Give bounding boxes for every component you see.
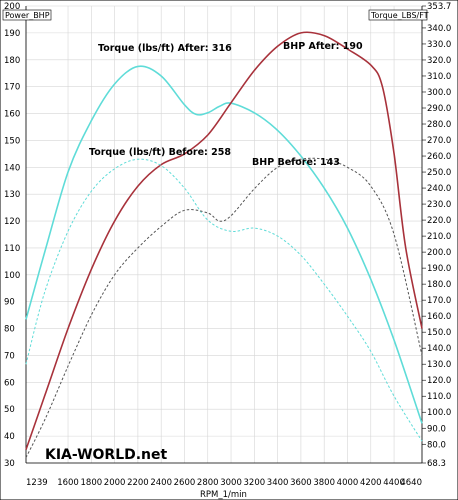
x-tick-label: 1600: [57, 478, 79, 488]
left-tick-label: 170: [4, 83, 20, 93]
series-bhp-before: [25, 157, 423, 458]
right-tick-label: 290.0: [427, 104, 451, 114]
x-tick-label: 4400: [383, 478, 405, 488]
right-tick-label: 220.0: [427, 216, 451, 226]
x-tick-label: 1800: [81, 478, 103, 488]
left-tick-label: 30: [4, 459, 15, 469]
x-tick-label: 3200: [244, 478, 266, 488]
right-tick-label: 130.0: [427, 360, 451, 370]
left-tick-label: 140: [4, 163, 20, 173]
annotation-torque-before: Torque (lbs/ft) Before: 258: [89, 147, 231, 158]
right-tick-label: 170.0: [427, 296, 451, 306]
left-tick-label: 90: [4, 298, 15, 308]
x-tick-label: 2200: [127, 478, 149, 488]
right-tick-label: 280.0: [427, 120, 451, 130]
left-tick-label: 100: [4, 271, 20, 281]
x-tick-label: 2600: [174, 478, 196, 488]
right-tick-label: 310.0: [427, 72, 451, 82]
right-tick-label: 353.7: [427, 2, 451, 12]
right-tick-label: 190.0: [427, 264, 451, 274]
x-tick-label: 3000: [220, 478, 242, 488]
x-tick-label: 3400: [267, 478, 289, 488]
left-tick-label: 80: [4, 325, 15, 335]
watermark: KIA-WORLD.net: [45, 447, 168, 463]
right-tick-label: 250.0: [427, 168, 451, 178]
left-axis-label-box: [2, 9, 52, 21]
x-tick-label: 3600: [290, 478, 312, 488]
x-tick-label: 2000: [104, 478, 126, 488]
left-tick-label: 120: [4, 217, 20, 227]
right-tick-label: 100.0: [427, 408, 451, 418]
left-tick-label: 40: [4, 432, 15, 442]
series-bhp-after: [25, 31, 423, 450]
right-tick-label: 320.0: [427, 56, 451, 66]
left-tick-label: 150: [4, 136, 20, 146]
x-tick-label: 4200: [360, 478, 382, 488]
left-tick-label: 200: [4, 2, 20, 12]
right-tick-label: 120.0: [427, 376, 451, 386]
x-tick-label: 4640: [400, 478, 422, 488]
left-axis-label: Power_BHP: [5, 11, 50, 20]
right-tick-label: 240.0: [427, 184, 451, 194]
annotation-bhp-after: BHP After: 190: [283, 41, 363, 52]
grid: [25, 5, 423, 464]
right-tick-label: 90.0: [427, 424, 446, 434]
left-tick-label: 190: [4, 29, 20, 39]
left-tick-label: 70: [4, 351, 15, 361]
right-tick-label: 180.0: [427, 280, 451, 290]
annotation-bhp-before: BHP Before: 143: [252, 157, 340, 168]
left-tick-label: 180: [4, 56, 20, 66]
right-tick-label: 68.3: [427, 459, 446, 469]
right-axis-ticks: 353.7 340.0 330.0 320.0 310.0 300.0 290.0 280.0…: [422, 2, 451, 469]
x-tick-label: 3800: [313, 478, 335, 488]
left-tick-label: 50: [4, 405, 15, 415]
series-torque-before: [25, 158, 423, 442]
left-axis-ticks: 200 190 180 170 160 150 140 130 120 110 100 90 80 70 6…: [4, 2, 20, 469]
x-tick-label: 1239: [26, 478, 48, 488]
right-tick-label: 340.0: [427, 24, 451, 34]
series-torque-after: [25, 65, 423, 424]
right-tick-label: 210.0: [427, 232, 451, 242]
left-tick-label: 160: [4, 110, 20, 120]
right-tick-label: 80.0: [427, 440, 446, 450]
x-axis-label: RPM_1/min: [200, 490, 247, 500]
right-tick-label: 270.0: [427, 136, 451, 146]
left-tick-label: 110: [4, 244, 20, 254]
right-tick-label: 140.0: [427, 344, 451, 354]
right-axis-label: Torque_LBS/FT: [370, 11, 429, 20]
right-tick-label: 330.0: [427, 40, 451, 50]
x-tick-label: 2400: [150, 478, 172, 488]
x-tick-label: 4000: [337, 478, 359, 488]
right-tick-label: 300.0: [427, 88, 451, 98]
right-tick-label: 110.0: [427, 392, 451, 402]
left-tick-label: 60: [4, 378, 15, 388]
left-tick-label: 130: [4, 190, 20, 200]
x-tick-label: 2800: [197, 478, 219, 488]
right-tick-label: 260.0: [427, 152, 451, 162]
series-lines: [25, 31, 423, 458]
right-tick-label: 160.0: [427, 312, 451, 322]
x-axis-ticks: 1239 1600 1800 2000 2200 2400 2600 2800 3000 3200…: [26, 478, 422, 488]
right-tick-label: 230.0: [427, 200, 451, 210]
right-tick-label: 200.0: [427, 248, 451, 258]
right-tick-label: 150.0: [427, 328, 451, 338]
right-axis-label-box: [368, 9, 428, 21]
annotation-torque-after: Torque (lbs/ft) After: 316: [98, 43, 232, 54]
